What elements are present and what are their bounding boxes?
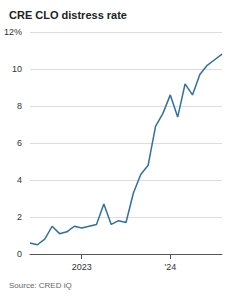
svg-text:12%: 12% [4, 27, 22, 37]
svg-text:10: 10 [12, 64, 22, 74]
svg-text:'24: '24 [164, 262, 176, 272]
svg-text:CRE CLO distress rate: CRE CLO distress rate [9, 9, 127, 21]
svg-text:4: 4 [17, 175, 22, 185]
svg-text:2: 2 [17, 212, 22, 222]
svg-text:6: 6 [17, 138, 22, 148]
svg-text:8: 8 [17, 101, 22, 111]
svg-text:0: 0 [17, 249, 22, 259]
svg-text:Source: CRED iQ: Source: CRED iQ [9, 281, 72, 290]
svg-text:2023: 2023 [72, 262, 92, 272]
